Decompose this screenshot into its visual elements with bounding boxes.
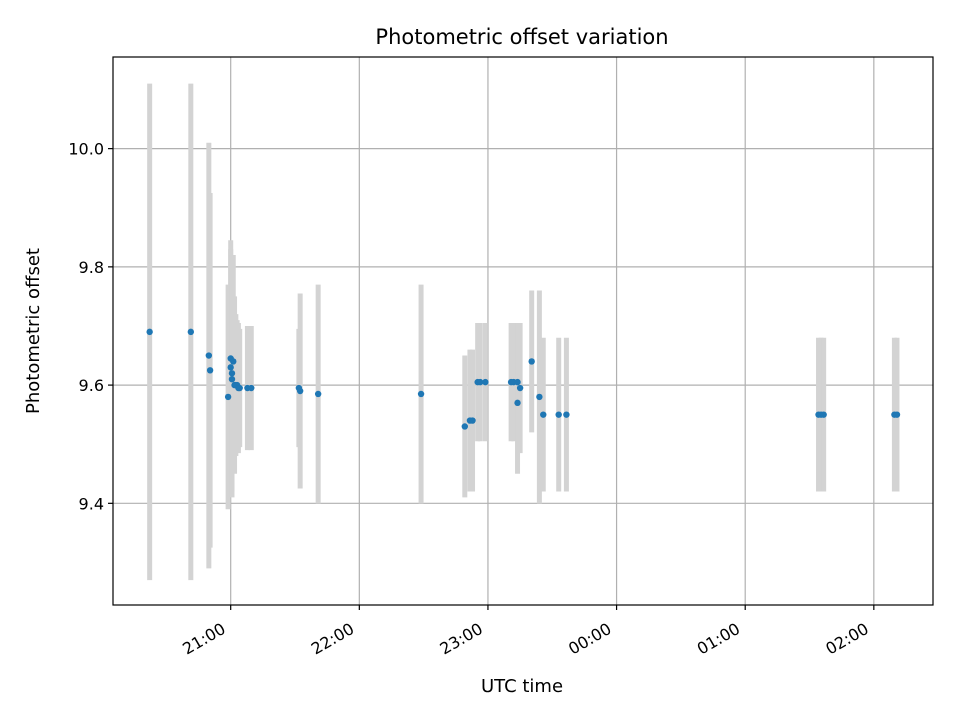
data-point <box>461 423 468 430</box>
error-bars <box>147 83 900 581</box>
data-point <box>206 367 214 374</box>
x-tick-label: 22:00 <box>308 619 357 659</box>
data-point <box>469 417 476 424</box>
data-point <box>230 358 237 365</box>
y-axis-label: Photometric offset <box>23 248 44 414</box>
data-point <box>187 328 195 336</box>
y-tick-label: 10.0 <box>68 140 104 159</box>
data-point <box>228 370 236 377</box>
data-points <box>146 328 901 430</box>
x-tick-label: 01:00 <box>694 619 743 659</box>
x-axis-label: UTC time <box>481 676 563 697</box>
data-point <box>528 358 535 365</box>
plot-frame <box>112 56 934 606</box>
x-tick-label: 23:00 <box>437 619 486 659</box>
data-point <box>314 390 322 398</box>
data-point <box>417 390 425 398</box>
x-tick-label: 00:00 <box>565 619 614 659</box>
data-point <box>540 411 547 418</box>
data-point <box>228 375 236 383</box>
data-point <box>227 364 234 371</box>
data-point <box>820 411 827 418</box>
data-point <box>224 393 232 401</box>
data-point <box>146 328 153 336</box>
data-point <box>563 411 570 418</box>
y-tick-label: 9.8 <box>79 258 104 277</box>
data-point <box>482 378 489 386</box>
x-tick-label: 21:00 <box>179 619 228 659</box>
y-axis: 9.4 9.6 9.8 10.0 <box>68 140 113 513</box>
x-axis: 21:00 22:00 23:00 00:00 01:00 02:00 <box>179 605 875 659</box>
data-point <box>236 384 243 392</box>
x-tick-label: 02:00 <box>822 619 871 659</box>
data-point <box>893 411 901 418</box>
data-point <box>205 352 213 359</box>
data-point <box>536 393 543 401</box>
data-point <box>248 384 255 392</box>
y-tick-label: 9.6 <box>79 376 104 395</box>
data-point <box>477 378 484 386</box>
data-point <box>555 411 562 418</box>
grid-lines <box>113 57 933 605</box>
chart-title: Photometric offset variation <box>375 25 668 49</box>
data-point <box>514 399 521 407</box>
y-tick-label: 9.4 <box>79 494 104 513</box>
data-point <box>296 387 304 395</box>
data-point <box>516 384 524 392</box>
data-point <box>514 378 521 386</box>
